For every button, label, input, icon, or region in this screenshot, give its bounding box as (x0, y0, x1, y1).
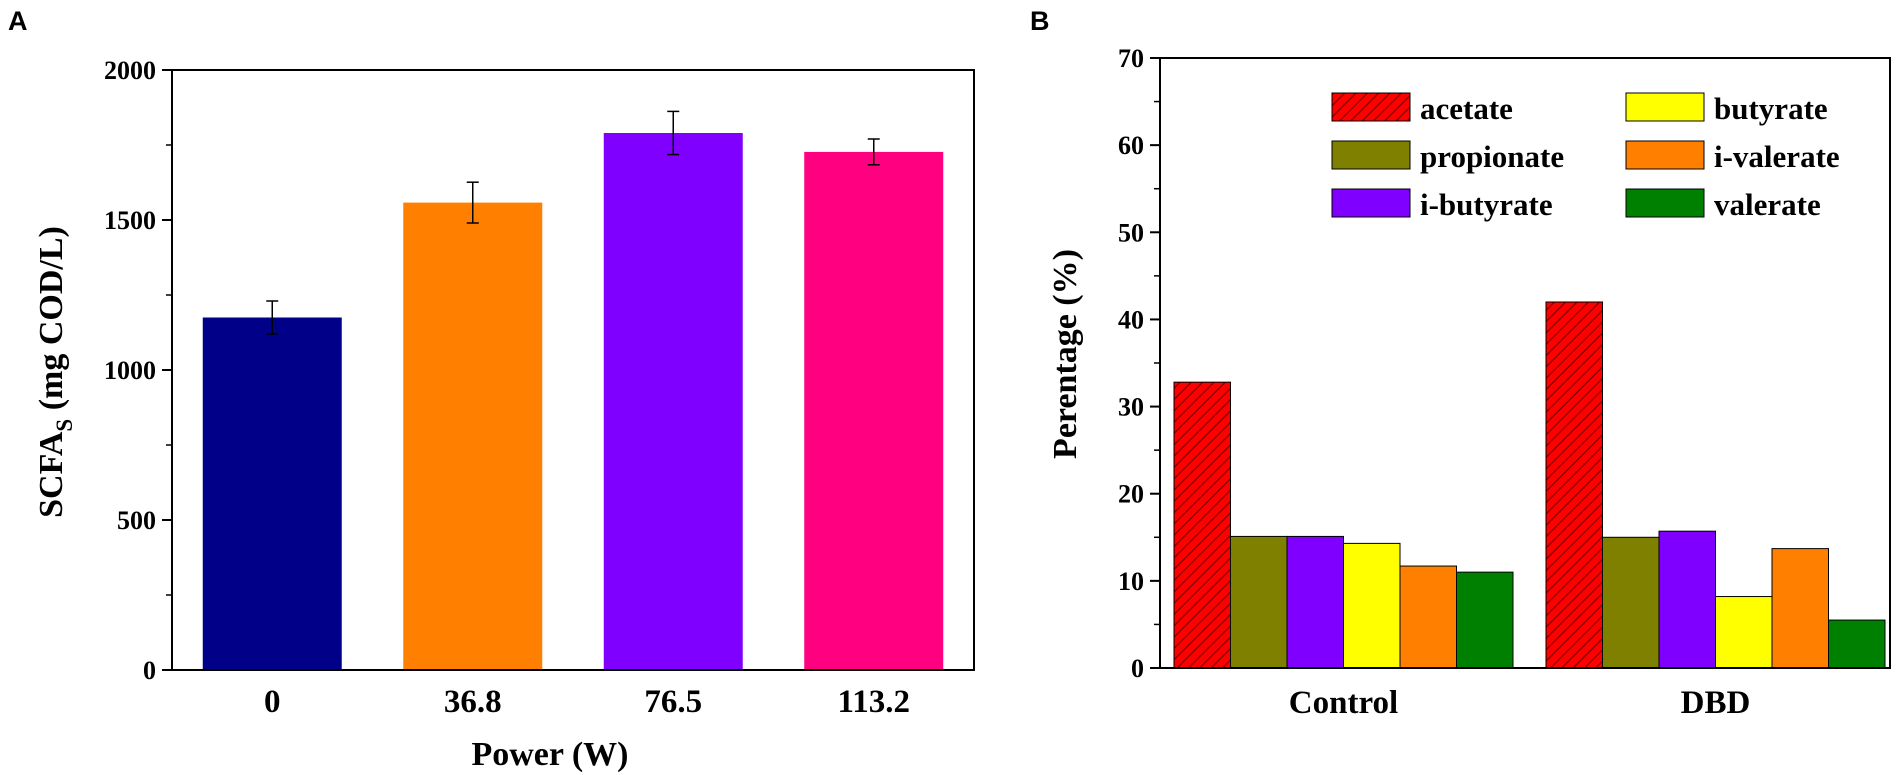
legend-swatch-i-valerate (1625, 140, 1705, 170)
panel-label-b: B (1030, 6, 1050, 36)
bar-control-i-butyrate (1286, 535, 1344, 669)
y-tick-label-40: 40 (1118, 305, 1144, 334)
bar-control-propionate (1230, 535, 1288, 669)
y-tick-label-20: 20 (1118, 480, 1144, 509)
x-tick-label-dbd: DBD (1681, 685, 1751, 721)
panel-label-a: A (8, 6, 28, 36)
bar-0 (202, 317, 342, 670)
bar-76.5 (603, 133, 743, 670)
bar-dbd-valerate (1828, 619, 1886, 669)
y-tick-label-50: 50 (1118, 218, 1144, 247)
panel-b-y-axis-title: Perentage (%) (1047, 249, 1084, 459)
bar-dbd-i-butyrate (1658, 530, 1716, 669)
legend-label-butyrate: butyrate (1714, 91, 1828, 126)
panel-a-y-axis-title: SCFAS (mg COD/L) (33, 226, 77, 518)
y-tick-label-0: 0 (143, 656, 156, 685)
y-tick-label-0: 0 (1131, 654, 1144, 683)
legend-label-valerate: valerate (1714, 187, 1821, 222)
legend: acetate butyrate propionate i-valerate i-but… (1331, 91, 1840, 222)
bar-control-valerate (1456, 571, 1514, 669)
y-tick-label-60: 60 (1118, 131, 1144, 160)
y-tick-label-30: 30 (1118, 393, 1144, 422)
panel-a-y-title-main: SCFA (33, 431, 70, 518)
panel-a-chart: Power (W) SCFAS (mg COD/L) 0 36.8 76.5 113.… (33, 56, 975, 773)
legend-label-propionate: propionate (1420, 139, 1564, 174)
bar-dbd-propionate (1602, 536, 1660, 669)
y-tick-label-70: 70 (1118, 44, 1144, 73)
legend-label-i-butyrate: i-butyrate (1420, 187, 1553, 222)
bar-dbd-i-valerate (1771, 548, 1829, 669)
legend-label-acetate: acetate (1420, 91, 1513, 126)
legend-swatch-acetate (1331, 92, 1411, 122)
legend-swatch-butyrate (1625, 92, 1705, 122)
bar-dbd-butyrate (1715, 596, 1773, 669)
bar-36.8 (403, 202, 543, 670)
y-tick-label-10: 10 (1118, 567, 1144, 596)
legend-swatch-valerate (1625, 188, 1705, 218)
bar-dbd-acetate (1545, 301, 1603, 669)
y-tick-label-1000: 1000 (104, 356, 156, 385)
x-tick-label-control: Control (1289, 685, 1398, 721)
panel-b-chart: Perentage (%) Control DBD 0 10 20 30 40 50 60 70 a… (1047, 44, 1891, 721)
legend-swatch-propionate (1331, 140, 1411, 170)
legend-swatch-i-butyrate (1331, 188, 1411, 218)
bar-control-butyrate (1343, 542, 1401, 669)
panel-a-y-title-tail: (mg COD/L) (33, 226, 70, 419)
panel-a-y-title-sub: S (52, 419, 77, 432)
legend-label-i-valerate: i-valerate (1714, 139, 1840, 174)
y-tick-label-500: 500 (117, 506, 156, 535)
x-tick-label-0: 0 (264, 684, 281, 720)
bar-control-i-valerate (1399, 565, 1457, 669)
bar-control-acetate (1173, 381, 1231, 669)
x-tick-label-113.2: 113.2 (838, 684, 910, 720)
bar-113.2 (804, 151, 944, 670)
y-tick-label-2000: 2000 (104, 56, 156, 85)
x-tick-label-36.8: 36.8 (444, 684, 502, 720)
x-tick-label-76.5: 76.5 (644, 684, 702, 720)
panel-a-x-axis-title: Power (W) (471, 736, 628, 773)
y-tick-label-1500: 1500 (104, 206, 156, 235)
